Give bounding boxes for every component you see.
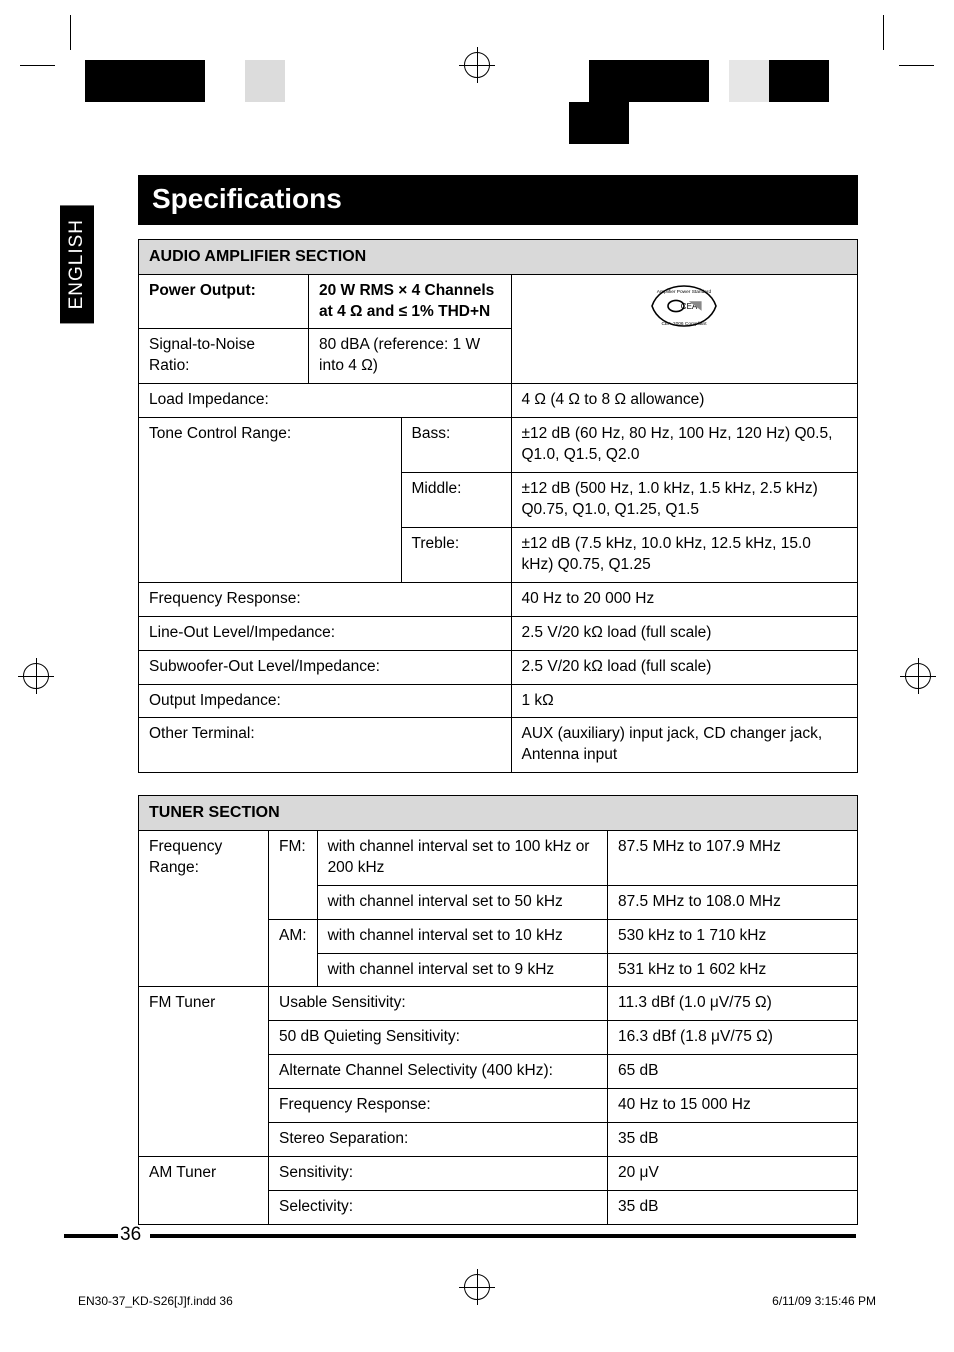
registration-mark (905, 663, 931, 689)
page-title: Specifications (138, 175, 858, 225)
am10-label: with channel interval set to 10 kHz (317, 919, 607, 953)
freqresp2-label: Frequency Response: (269, 1089, 608, 1123)
stereo-label: Stereo Separation: (269, 1123, 608, 1157)
subout-value: 2.5 V/20 kΩ load (full scale) (511, 650, 858, 684)
sel-label: Selectivity: (269, 1191, 608, 1225)
sens-label: Sensitivity: (269, 1157, 608, 1191)
other-value: AUX (auxiliary) input jack, CD changer j… (511, 718, 858, 773)
middle-label: Middle: (401, 473, 511, 528)
fm-label: FM: (269, 830, 318, 919)
fm100-value: 87.5 MHz to 107.9 MHz (608, 830, 858, 885)
freq-resp-label: Frequency Response: (139, 582, 512, 616)
subout-label: Subwoofer-Out Level/Impedance: (139, 650, 512, 684)
freqresp2-value: 40 Hz to 15 000 Hz (608, 1089, 858, 1123)
footer-right: 6/11/09 3:15:46 PM (772, 1294, 876, 1308)
sel-value: 35 dB (608, 1191, 858, 1225)
print-bars-right (569, 60, 869, 102)
treble-label: Treble: (401, 527, 511, 582)
footer: EN30-37_KD-S26[J]f.indd 36 6/11/09 3:15:… (78, 1294, 876, 1308)
fmtuner-label: FM Tuner (139, 987, 269, 1157)
load-imp-label: Load Impedance: (139, 384, 512, 418)
am-label: AM: (269, 919, 318, 987)
power-output-value: 20 W RMS × 4 Channels at 4 Ω and ≤ 1% TH… (309, 274, 512, 329)
quiet-label: 50 dB Quieting Sensitivity: (269, 1021, 608, 1055)
print-bars-left (85, 60, 385, 102)
amp-section-header: AUDIO AMPLIFIER SECTION (139, 240, 858, 275)
bass-value: ±12 dB (60 Hz, 80 Hz, 100 Hz, 120 Hz) Q0… (511, 418, 858, 473)
lineout-label: Line-Out Level/Impedance: (139, 616, 512, 650)
page-number: 36 (120, 1224, 141, 1246)
page-rule (64, 1234, 118, 1238)
fm100-label: with channel interval set to 100 kHz or … (317, 830, 607, 885)
tuner-section-header: TUNER SECTION (139, 796, 858, 831)
freq-range-label: Frequency Range: (139, 830, 269, 987)
bass-label: Bass: (401, 418, 511, 473)
tone-label: Tone Control Range: (139, 418, 402, 583)
footer-left: EN30-37_KD-S26[J]f.indd 36 (78, 1294, 233, 1308)
usable-value: 11.3 dBf (1.0 μV/75 Ω) (608, 987, 858, 1021)
lineout-value: 2.5 V/20 kΩ load (full scale) (511, 616, 858, 650)
treble-value: ±12 dB (7.5 kHz, 10.0 kHz, 12.5 kHz, 15.… (511, 527, 858, 582)
cea-badge: Amplifier Power Standard CEA-2006 Compli… (511, 274, 858, 384)
power-output-label: Power Output: (139, 274, 309, 329)
middle-value: ±12 dB (500 Hz, 1.0 kHz, 1.5 kHz, 2.5 kH… (511, 473, 858, 528)
am9-value: 531 kHz to 1 602 kHz (608, 953, 858, 987)
page-rule (150, 1234, 856, 1238)
quiet-value: 16.3 dBf (1.8 μV/75 Ω) (608, 1021, 858, 1055)
other-label: Other Terminal: (139, 718, 512, 773)
stereo-value: 35 dB (608, 1123, 858, 1157)
fm50-label: with channel interval set to 50 kHz (317, 885, 607, 919)
amplifier-table: AUDIO AMPLIFIER SECTION Power Output: 20… (138, 239, 858, 773)
usable-label: Usable Sensitivity: (269, 987, 608, 1021)
sens-value: 20 μV (608, 1157, 858, 1191)
amtuner-label: AM Tuner (139, 1157, 269, 1225)
registration-mark (464, 52, 490, 78)
am10-value: 530 kHz to 1 710 kHz (608, 919, 858, 953)
language-tab: ENGLISH (60, 205, 94, 323)
svg-text:CEA-2006 Compliant: CEA-2006 Compliant (662, 321, 708, 327)
fm50-value: 87.5 MHz to 108.0 MHz (608, 885, 858, 919)
svg-text:Amplifier Power Standard: Amplifier Power Standard (657, 289, 712, 295)
snr-value: 80 dBA (reference: 1 W into 4 Ω) (309, 329, 512, 384)
freq-resp-value: 40 Hz to 20 000 Hz (511, 582, 858, 616)
tuner-table: TUNER SECTION Frequency Range: FM: with … (138, 795, 858, 1225)
outimp-value: 1 kΩ (511, 684, 858, 718)
registration-mark (23, 663, 49, 689)
acs-value: 65 dB (608, 1055, 858, 1089)
outimp-label: Output Impedance: (139, 684, 512, 718)
acs-label: Alternate Channel Selectivity (400 kHz): (269, 1055, 608, 1089)
snr-label: Signal-to-Noise Ratio: (139, 329, 309, 384)
am9-label: with channel interval set to 9 kHz (317, 953, 607, 987)
load-imp-value: 4 Ω (4 Ω to 8 Ω allowance) (511, 384, 858, 418)
